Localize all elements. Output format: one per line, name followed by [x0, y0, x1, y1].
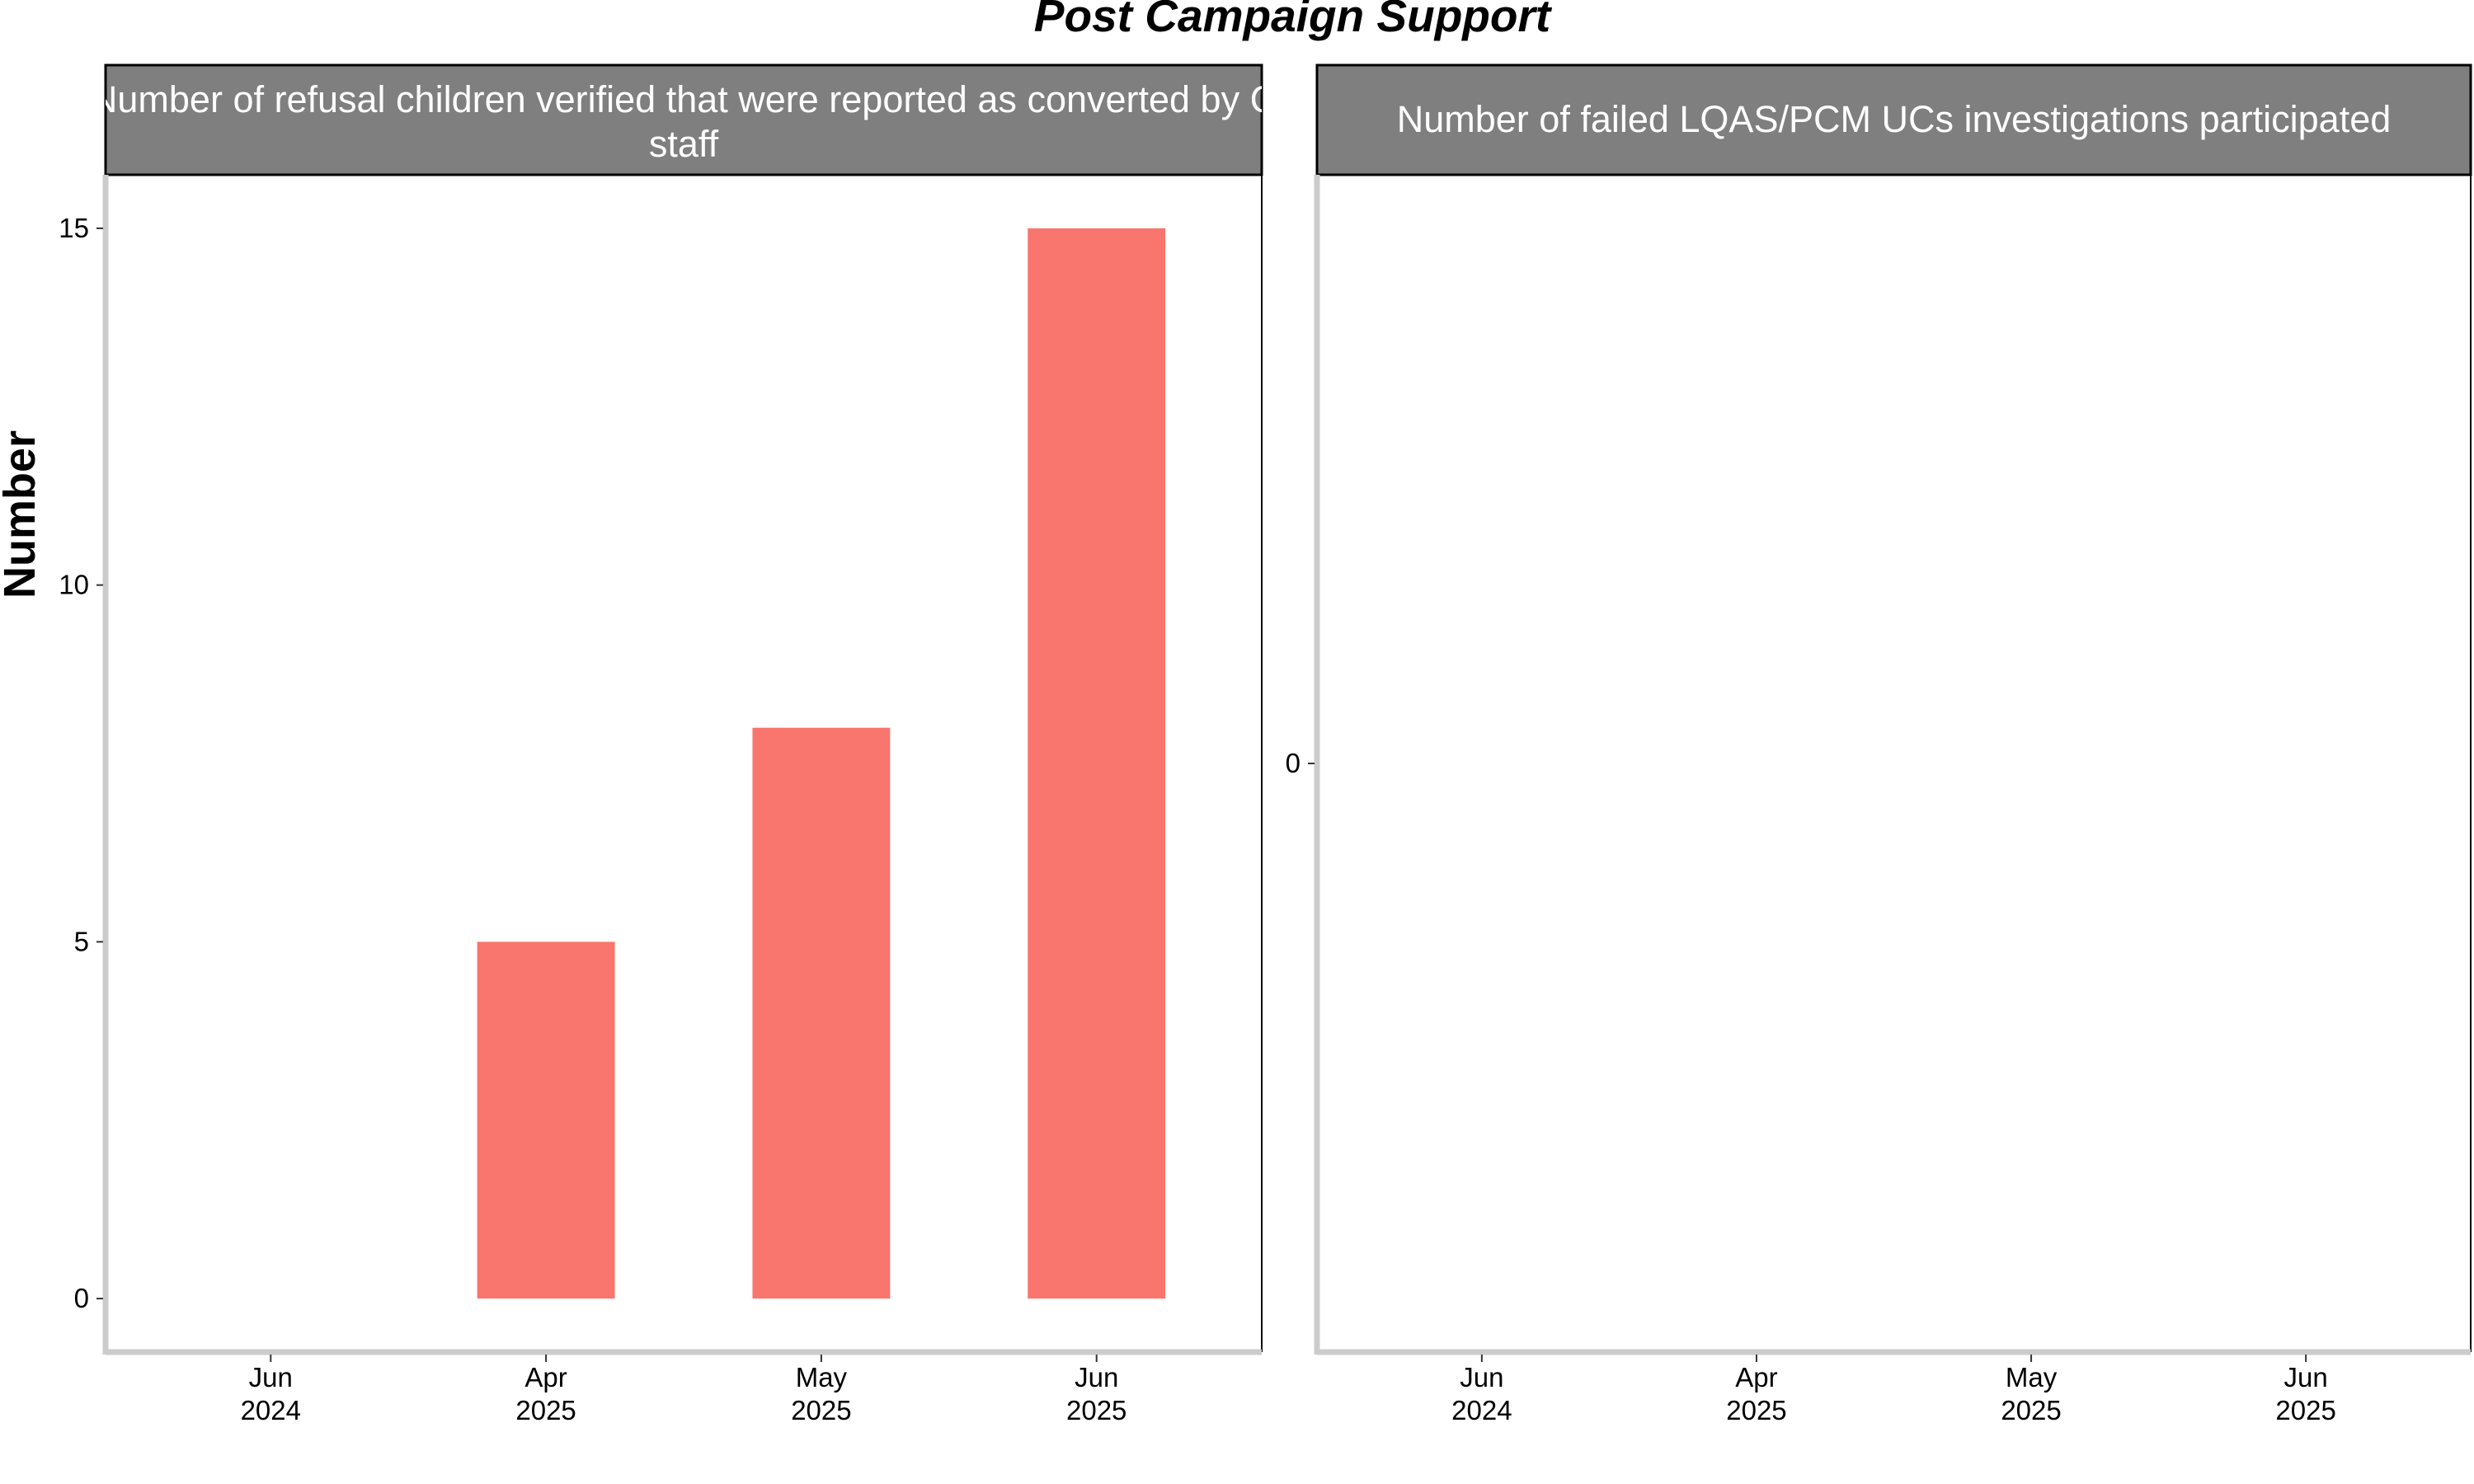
panel-strip [1315, 63, 2472, 176]
x-tick-label: 2025 [2275, 1395, 2335, 1425]
x-tick-label: Apr [1735, 1362, 1777, 1392]
x-tick-label: May [2006, 1362, 2058, 1392]
bar-4 [1028, 228, 1166, 1299]
y-tick-label: 5 [74, 926, 89, 956]
x-tick-label: May [796, 1362, 848, 1392]
panel-2: Number of failed LQAS/PCM UCs investigat… [1286, 63, 2472, 1425]
chart-title: Post Campaign Support [1034, 0, 1553, 41]
panel-title-line: Number of failed LQAS/PCM UCs investigat… [1397, 98, 2392, 140]
x-tick-label: 2025 [1066, 1395, 1126, 1425]
panel-title-line: Number of refusal children verified that… [91, 78, 1277, 120]
panels: Number of refusal children verified that… [59, 63, 2472, 1425]
x-tick-label: 2024 [241, 1395, 301, 1425]
x-tick-label: 2025 [1726, 1395, 1786, 1425]
y-tick-label: 10 [59, 570, 89, 600]
bar-2 [477, 942, 615, 1299]
y-tick-label: 0 [1286, 748, 1300, 778]
x-tick-label: 2024 [1451, 1395, 1512, 1425]
x-tick-label: Jun [1075, 1362, 1118, 1392]
panel-title-line: staff [649, 123, 719, 165]
x-tick-label: Jun [1460, 1362, 1503, 1392]
y-axis-label: Number [0, 430, 45, 599]
panel-1: Number of refusal children verified that… [59, 63, 1277, 1425]
panel-strip [104, 63, 1263, 176]
x-tick-label: 2025 [515, 1395, 576, 1425]
panel-background [1317, 175, 2471, 1352]
y-tick-label: 15 [59, 213, 89, 243]
x-tick-label: Jun [249, 1362, 293, 1392]
bar-3 [752, 727, 891, 1299]
x-tick-label: Jun [2284, 1362, 2328, 1392]
x-tick-label: 2025 [791, 1395, 851, 1425]
x-tick-label: Apr [524, 1362, 567, 1392]
y-tick-label: 0 [74, 1283, 89, 1313]
x-tick-label: 2025 [2001, 1395, 2061, 1425]
